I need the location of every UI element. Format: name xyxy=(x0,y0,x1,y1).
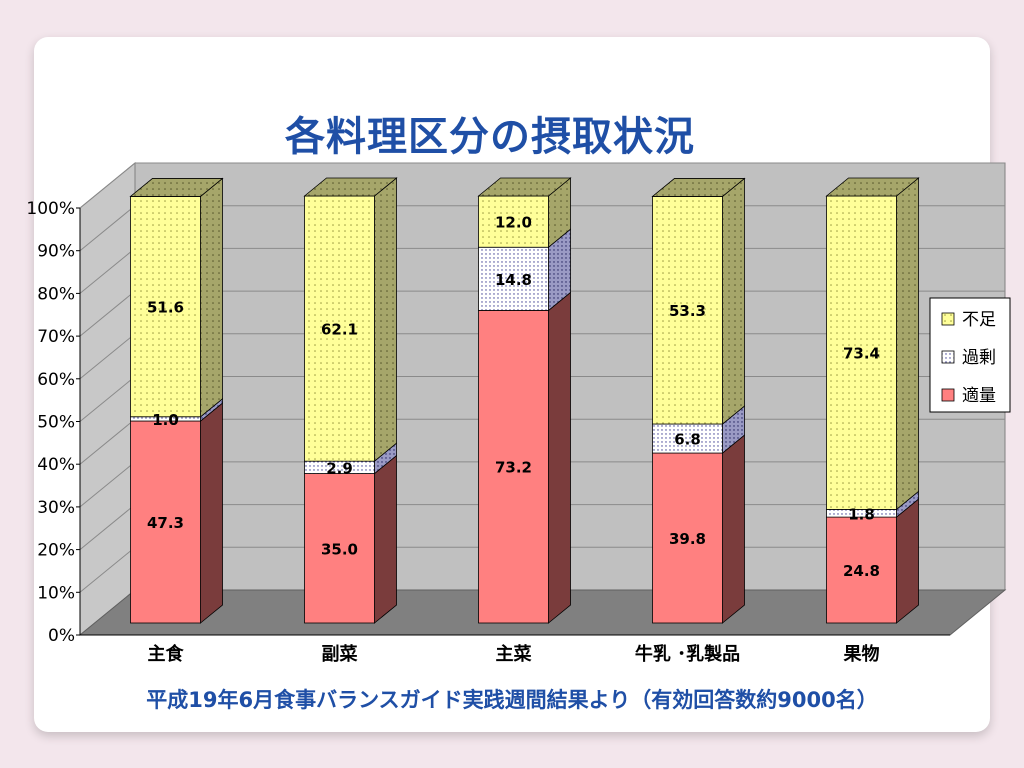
legend-label: 適量 xyxy=(962,386,996,406)
data-label: 51.6 xyxy=(147,299,184,317)
bar-shortage xyxy=(304,195,375,462)
category-label: 主菜 xyxy=(496,643,532,665)
bar-shortage xyxy=(652,196,723,425)
legend-swatch xyxy=(941,388,955,402)
bar-adequate-side xyxy=(200,402,223,624)
legend-swatch xyxy=(941,350,955,364)
bar-top xyxy=(825,177,920,197)
bar-adequate-side xyxy=(896,498,919,624)
bar-adequate xyxy=(478,310,549,624)
data-label: 73.4 xyxy=(843,345,880,363)
bar-adequate-side xyxy=(374,454,397,624)
bar-shortage xyxy=(478,195,549,248)
y-tick-label: 90% xyxy=(37,242,75,262)
data-label: 1.8 xyxy=(848,505,875,523)
data-label: 2.9 xyxy=(326,459,353,477)
bar-shortage xyxy=(826,195,897,510)
bar-top xyxy=(651,178,746,197)
legend-swatch xyxy=(941,312,955,326)
y-tick-label: 80% xyxy=(37,284,75,304)
category-label: 副菜 xyxy=(322,644,358,665)
bar-adequate xyxy=(652,452,723,624)
data-label: 12.0 xyxy=(495,214,532,232)
bar-shortage-side xyxy=(722,177,745,425)
data-label: 53.3 xyxy=(669,302,706,320)
bar-top xyxy=(477,177,572,197)
data-label: 35.0 xyxy=(321,540,358,558)
source-caption: 平成19年6月食事バランスガイド実践週間結果より（有効回答数約9000名） xyxy=(146,688,878,712)
bar-adequate-side xyxy=(548,291,571,624)
data-label: 39.8 xyxy=(669,530,706,548)
data-label: 47.3 xyxy=(147,514,184,532)
bar-adequate-side xyxy=(722,434,745,624)
gridline xyxy=(79,162,1005,209)
data-label: 24.8 xyxy=(843,562,880,580)
chart-title: 各料理区分の摂取状況 xyxy=(285,114,695,160)
y-tick-label: 40% xyxy=(37,455,75,475)
bar-shortage-side xyxy=(200,177,223,418)
data-label: 1.0 xyxy=(152,411,179,429)
category-label: 主食 xyxy=(148,643,185,665)
category-label: 牛乳 ･乳製品 xyxy=(635,643,740,665)
y-tick-label: 0% xyxy=(48,626,75,646)
data-label: 62.1 xyxy=(321,321,358,339)
bar-excess xyxy=(652,423,723,454)
y-tick-label: 20% xyxy=(37,541,75,561)
y-tick-label: 60% xyxy=(37,370,75,390)
bar-excess xyxy=(478,246,549,311)
y-tick-label: 30% xyxy=(37,498,75,518)
y-tick-label: 10% xyxy=(37,583,75,603)
data-label: 73.2 xyxy=(495,459,532,477)
y-tick-label: 100% xyxy=(26,199,75,219)
bar-adequate xyxy=(826,516,897,624)
bar-top xyxy=(129,178,224,197)
bar-shortage-side xyxy=(374,177,397,463)
data-label: 14.8 xyxy=(495,271,532,289)
category-label: 果物 xyxy=(843,643,880,665)
y-tick-label: 50% xyxy=(37,413,75,433)
bar-adequate xyxy=(130,420,201,624)
legend-label: 不足 xyxy=(962,310,996,330)
data-label: 6.8 xyxy=(674,431,701,449)
bar-shortage-side xyxy=(896,177,919,511)
bar-adequate xyxy=(304,473,375,624)
legend-label: 過剰 xyxy=(962,348,996,368)
bar-shortage xyxy=(130,196,201,418)
y-tick-label: 70% xyxy=(37,327,75,347)
bar-top xyxy=(303,177,398,197)
